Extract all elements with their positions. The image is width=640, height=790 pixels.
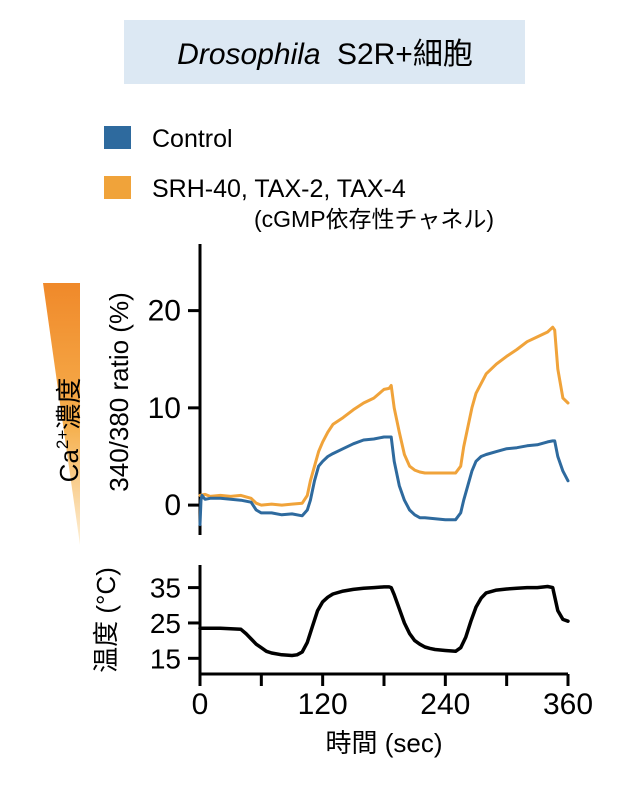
calcium-concentration-label: Ca2+濃度 <box>53 378 84 483</box>
x-tick-label: 0 <box>192 688 209 721</box>
legend-sublabel-channel: (cGMP依存性チャネル) <box>254 206 494 232</box>
calcium-ratio-panel: 0 10 20 340/380 ratio (%) Ca2+濃度 <box>53 244 570 535</box>
y-tick-label: 25 <box>150 608 181 639</box>
y-tick-label: 15 <box>150 643 181 674</box>
series-line-srh-40-tax-2-tax-4 <box>198 325 570 507</box>
y-tick-label: 0 <box>164 489 181 522</box>
top-y-ticks: 0 10 20 <box>148 295 200 522</box>
y-tick-label: 20 <box>148 295 181 328</box>
title-italic: Drosophila <box>177 38 320 71</box>
bottom-x-ticks: 0 120 240 360 <box>192 674 593 721</box>
series-line-temperature <box>198 584 570 658</box>
legend-label-control: Control <box>152 125 233 153</box>
series-line-control <box>198 435 570 527</box>
title-rest: S2R+細胞 <box>337 38 473 71</box>
calcium-superscript: 2+ <box>53 430 72 449</box>
title-background <box>124 20 525 84</box>
bottom-series-lines <box>198 584 570 658</box>
x-tick-label: 360 <box>543 688 593 721</box>
x-tick-label: 240 <box>420 688 470 721</box>
top-y-label: 340/380 ratio (%) <box>104 292 134 491</box>
bottom-y-ticks: 15 25 35 <box>150 573 200 674</box>
legend-swatch-channel <box>104 176 131 199</box>
y-tick-label: 35 <box>150 573 181 604</box>
calcium-base: Ca <box>54 449 84 483</box>
calcium-concentration-text: 濃度 <box>54 378 84 430</box>
chart-title: Drosophila S2R+細胞 <box>177 38 473 71</box>
temperature-panel: 15 25 35 0 120 240 360 温度 (°C) 時間 (sec) <box>91 565 593 758</box>
concentration-gradient-wedge <box>43 283 80 545</box>
legend-label-channel: SRH-40, TAX-2, TAX-4 <box>152 175 406 203</box>
top-series-lines <box>198 325 570 527</box>
bottom-x-label: 時間 (sec) <box>325 728 442 758</box>
legend-swatch-control <box>104 126 131 149</box>
x-tick-label: 120 <box>298 688 348 721</box>
bottom-y-label: 温度 (°C) <box>91 567 121 673</box>
y-tick-label: 10 <box>148 392 181 425</box>
